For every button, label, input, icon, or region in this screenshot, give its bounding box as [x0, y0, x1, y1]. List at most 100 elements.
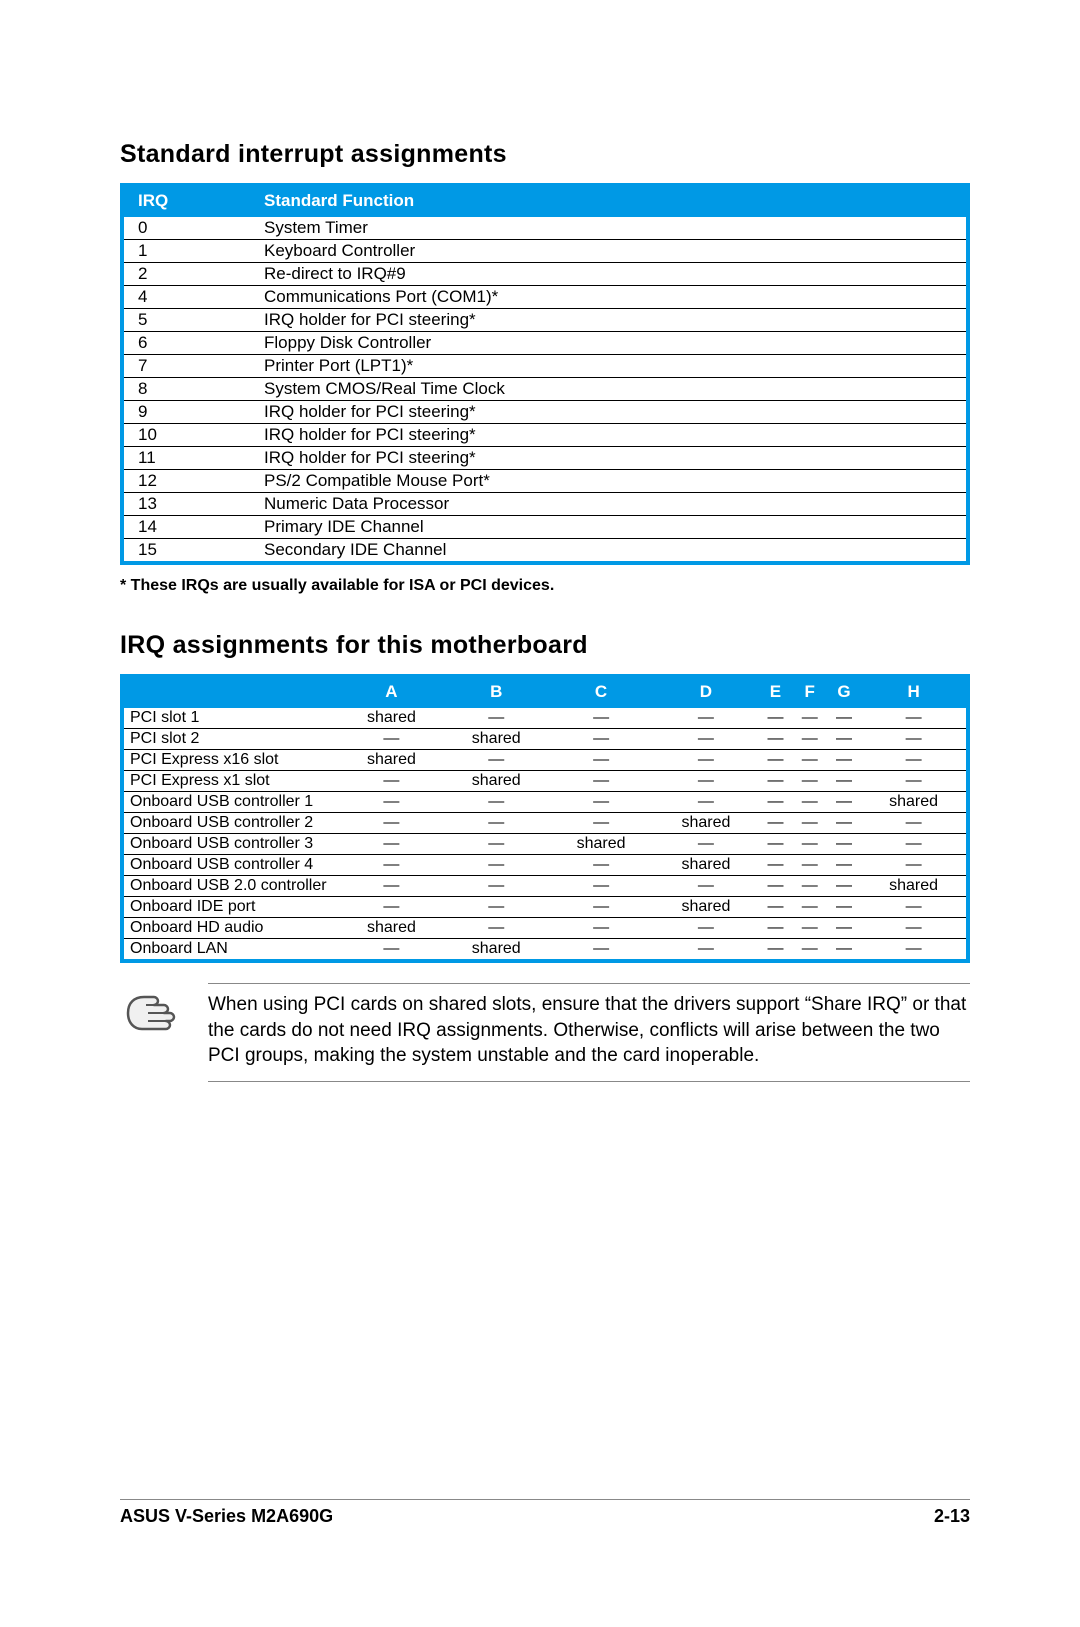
irq-cell: 12	[124, 470, 254, 493]
assign-table: ABCDEFGH PCI slot 1shared———————PCI slot…	[124, 678, 966, 959]
irq-cell: 8	[124, 378, 254, 401]
table-row: 14Primary IDE Channel	[124, 516, 966, 539]
assign-value-cell: —	[793, 792, 827, 813]
assign-value-cell: —	[861, 750, 966, 771]
func-cell: Printer Port (LPT1)*	[254, 355, 966, 378]
table-row: 5IRQ holder for PCI steering*	[124, 309, 966, 332]
assign-value-cell: shared	[339, 750, 444, 771]
assign-value-cell: —	[653, 771, 758, 792]
assign-value-cell: —	[549, 876, 654, 897]
func-cell: Secondary IDE Channel	[254, 539, 966, 562]
assign-value-cell: shared	[444, 939, 549, 960]
func-cell: Communications Port (COM1)*	[254, 286, 966, 309]
assign-value-cell: —	[758, 708, 792, 729]
assign-value-cell: —	[444, 897, 549, 918]
assign-value-cell: —	[861, 813, 966, 834]
table-row: 13Numeric Data Processor	[124, 493, 966, 516]
section2-title: IRQ assignments for this motherboard	[120, 631, 970, 660]
assign-table-wrap: ABCDEFGH PCI slot 1shared———————PCI slot…	[120, 674, 970, 963]
table-row: 1Keyboard Controller	[124, 240, 966, 263]
assign-value-cell: shared	[861, 876, 966, 897]
assign-value-cell: —	[444, 855, 549, 876]
irq-cell: 11	[124, 447, 254, 470]
assign-value-cell: —	[758, 897, 792, 918]
assign-value-cell: —	[444, 918, 549, 939]
assign-value-cell: —	[653, 792, 758, 813]
assign-value-cell: shared	[549, 834, 654, 855]
assign-value-cell: —	[444, 876, 549, 897]
assign-value-cell: —	[549, 813, 654, 834]
table-row: Onboard USB 2.0 controller———————shared	[124, 876, 966, 897]
assign-value-cell: —	[793, 918, 827, 939]
table-row: 11IRQ holder for PCI steering*	[124, 447, 966, 470]
assign-value-cell: —	[549, 729, 654, 750]
assign-value-cell: —	[444, 708, 549, 729]
assign-value-cell: —	[827, 771, 861, 792]
irq-cell: 9	[124, 401, 254, 424]
assign-value-cell: —	[758, 834, 792, 855]
assign-value-cell: —	[339, 876, 444, 897]
section1-title: Standard interrupt assignments	[120, 140, 970, 169]
irq-cell: 7	[124, 355, 254, 378]
irq-cell: 2	[124, 263, 254, 286]
assign-value-cell: —	[549, 771, 654, 792]
note-text: When using PCI cards on shared slots, en…	[208, 992, 970, 1069]
assign-value-cell: —	[758, 750, 792, 771]
func-cell: IRQ holder for PCI steering*	[254, 401, 966, 424]
assign-value-cell: —	[653, 876, 758, 897]
note-block: When using PCI cards on shared slots, en…	[120, 983, 970, 1082]
assign-value-cell: —	[339, 834, 444, 855]
assign-value-cell: —	[793, 876, 827, 897]
assign-value-cell: —	[827, 897, 861, 918]
assign-value-cell: —	[793, 708, 827, 729]
assign-value-cell: shared	[653, 813, 758, 834]
irq-table: IRQ Standard Function 0System Timer1Keyb…	[124, 187, 966, 561]
assign-value-cell: —	[653, 939, 758, 960]
assign-value-cell: —	[758, 876, 792, 897]
assign-header-cell: D	[653, 678, 758, 708]
assign-label-cell: Onboard USB controller 3	[124, 834, 339, 855]
table-row: 4Communications Port (COM1)*	[124, 286, 966, 309]
table-row: 9IRQ holder for PCI steering*	[124, 401, 966, 424]
func-cell: PS/2 Compatible Mouse Port*	[254, 470, 966, 493]
table-row: Onboard USB controller 4———shared————	[124, 855, 966, 876]
assign-header-cell: H	[861, 678, 966, 708]
assign-value-cell: —	[549, 855, 654, 876]
assign-value-cell: —	[861, 897, 966, 918]
assign-value-cell: —	[339, 939, 444, 960]
assign-header-cell: C	[549, 678, 654, 708]
table-row: Onboard USB controller 1———————shared	[124, 792, 966, 813]
table-row: Onboard LAN—shared——————	[124, 939, 966, 960]
assign-label-cell: Onboard IDE port	[124, 897, 339, 918]
table-row: Onboard IDE port———shared————	[124, 897, 966, 918]
assign-value-cell: —	[444, 813, 549, 834]
assign-header-cell: B	[444, 678, 549, 708]
table-row: 0System Timer	[124, 217, 966, 240]
table-row: 7Printer Port (LPT1)*	[124, 355, 966, 378]
assign-value-cell: —	[861, 939, 966, 960]
assign-header-cell: E	[758, 678, 792, 708]
assign-value-cell: —	[793, 771, 827, 792]
assign-value-cell: —	[339, 855, 444, 876]
irq-cell: 10	[124, 424, 254, 447]
assign-value-cell: —	[758, 771, 792, 792]
assign-value-cell: shared	[444, 771, 549, 792]
assign-value-cell: —	[339, 897, 444, 918]
assign-value-cell: shared	[653, 855, 758, 876]
assign-value-cell: —	[339, 771, 444, 792]
assign-value-cell: —	[653, 729, 758, 750]
note-text-wrap: When using PCI cards on shared slots, en…	[208, 983, 970, 1082]
func-cell: Keyboard Controller	[254, 240, 966, 263]
table-row: 8System CMOS/Real Time Clock	[124, 378, 966, 401]
irq-cell: 13	[124, 493, 254, 516]
assign-value-cell: —	[339, 813, 444, 834]
assign-value-cell: —	[827, 750, 861, 771]
assign-value-cell: —	[653, 918, 758, 939]
assign-label-cell: Onboard HD audio	[124, 918, 339, 939]
page-footer: ASUS V-Series M2A690G 2-13	[120, 1499, 970, 1527]
assign-value-cell: —	[758, 813, 792, 834]
assign-value-cell: shared	[444, 729, 549, 750]
assign-value-cell: —	[339, 729, 444, 750]
func-cell: Primary IDE Channel	[254, 516, 966, 539]
table-row: PCI slot 1shared———————	[124, 708, 966, 729]
